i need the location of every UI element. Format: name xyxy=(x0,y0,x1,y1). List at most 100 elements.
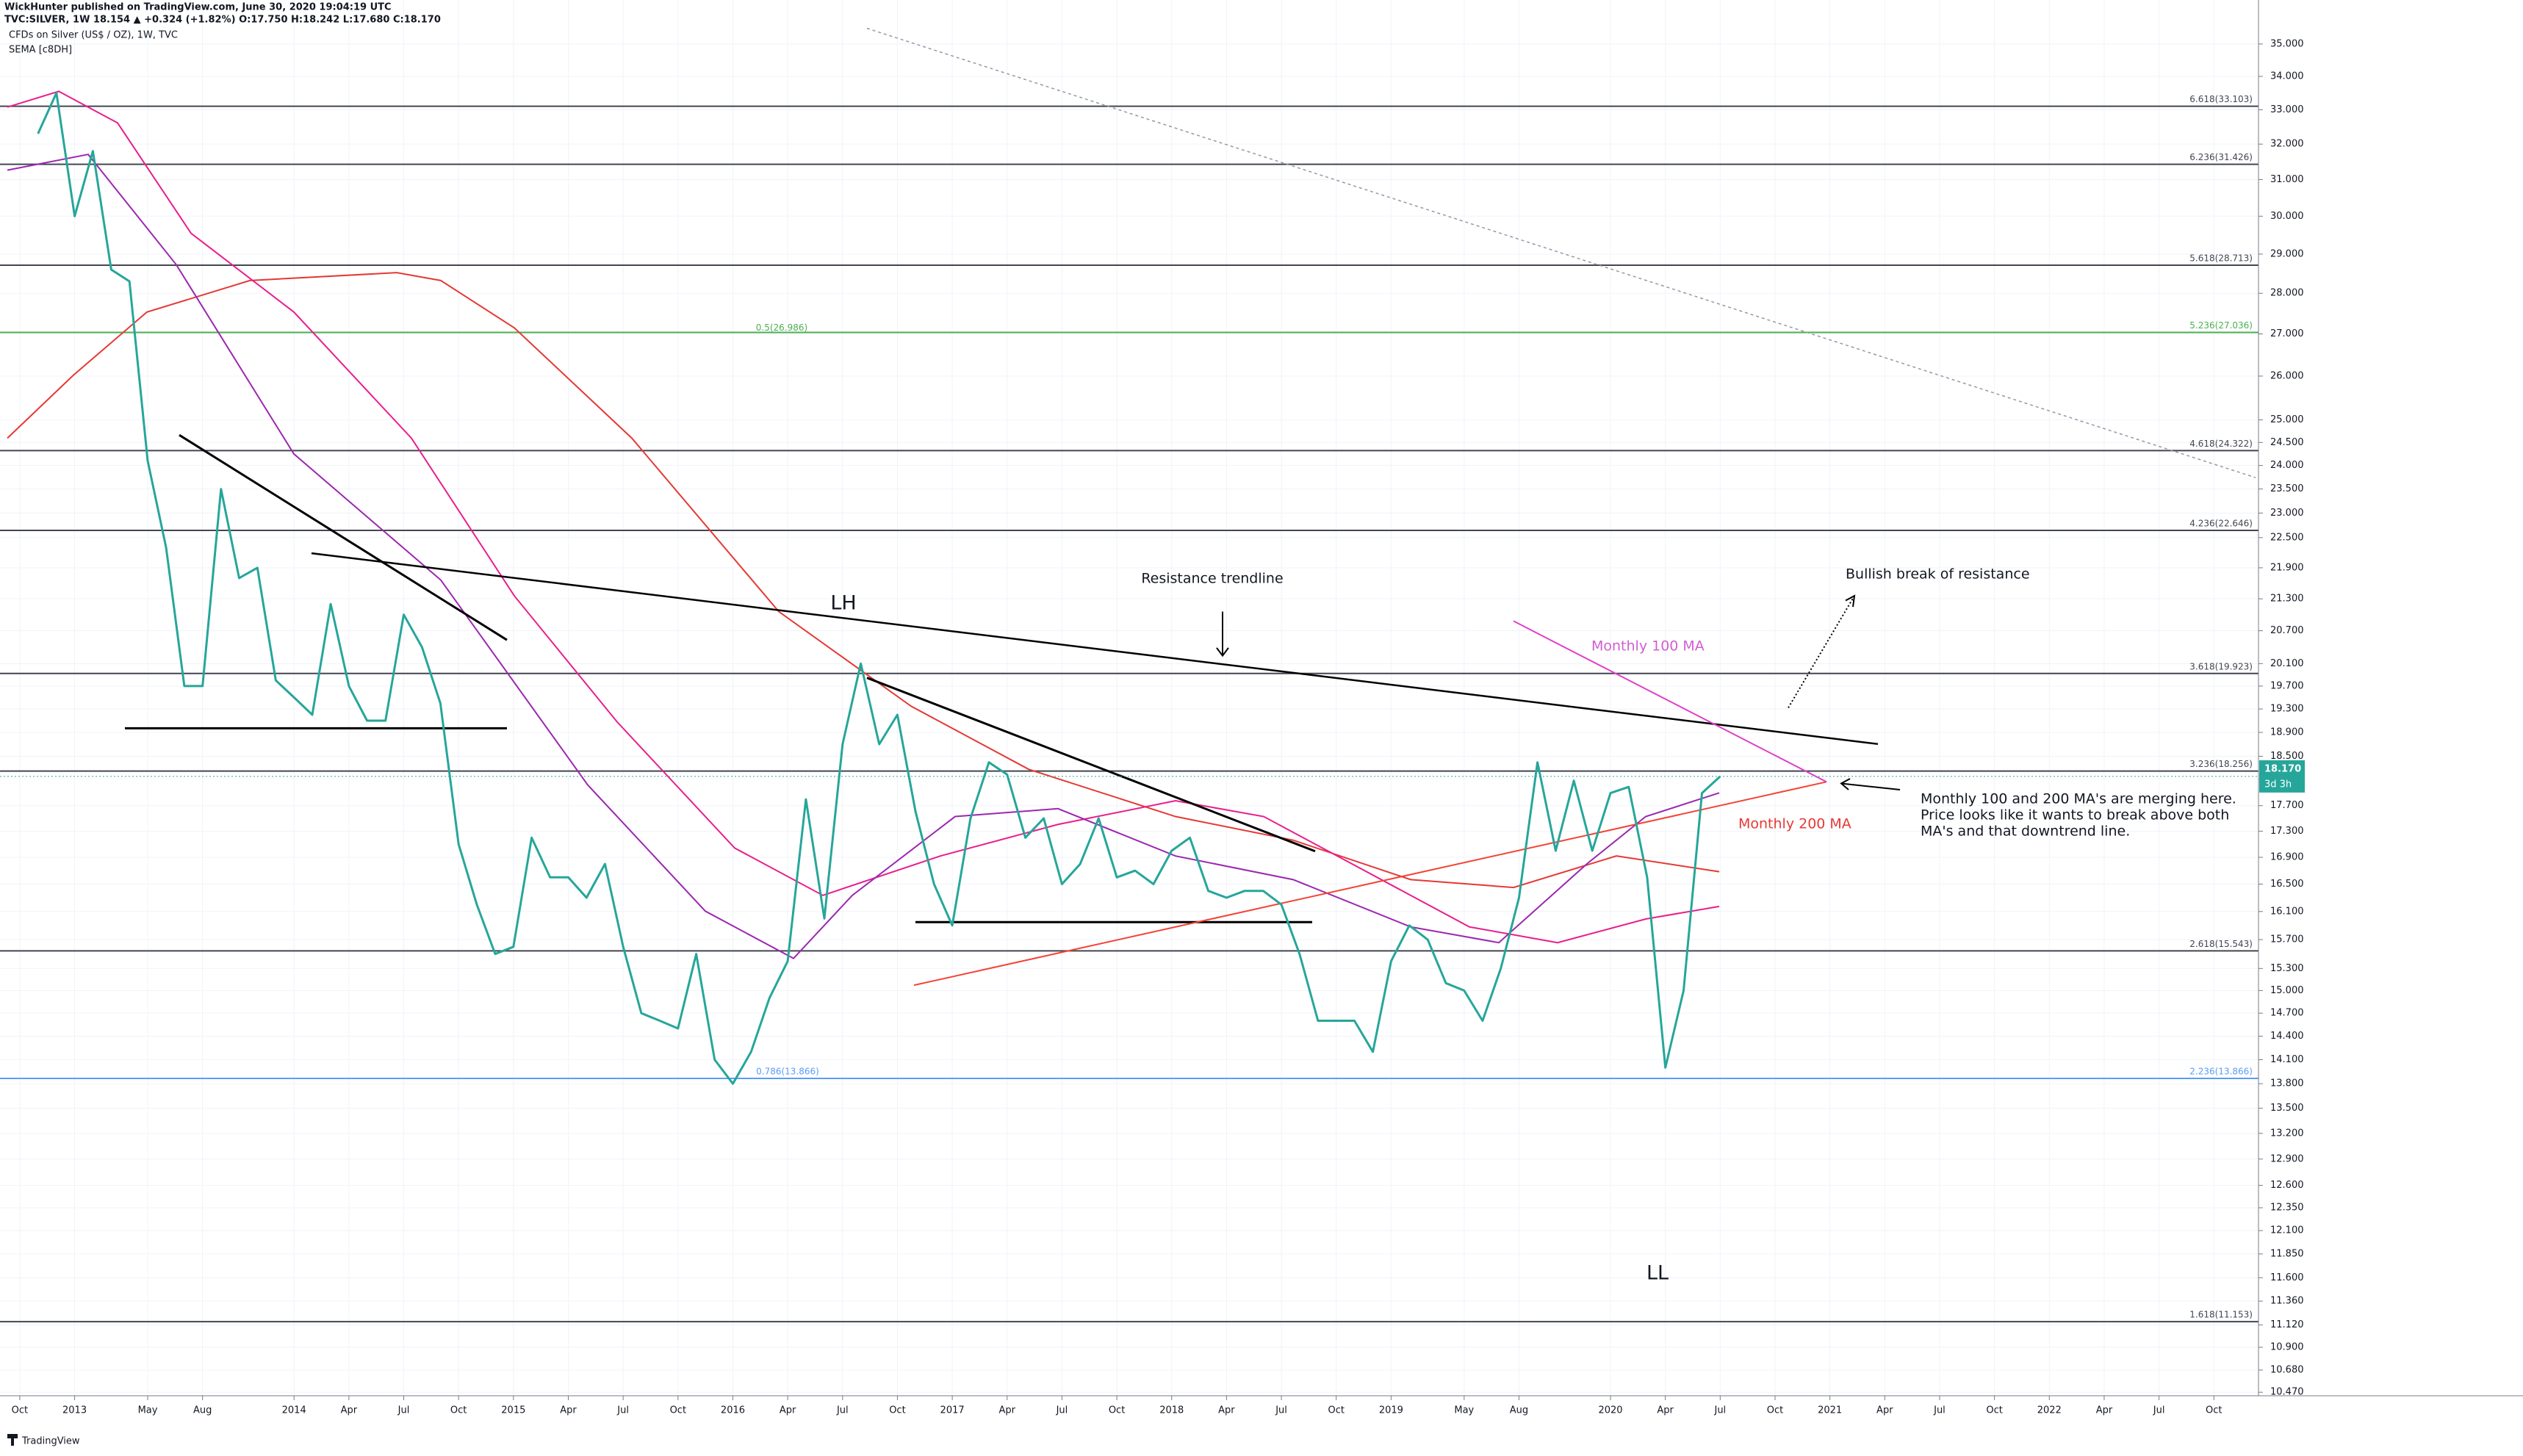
annotation: MA's and that downtrend line. xyxy=(1921,823,2130,840)
y-tick-label: 23.500 xyxy=(2270,483,2304,494)
instrument: CFDs on Silver (US$ / OZ), 1W, TVC xyxy=(9,30,178,41)
fib-levels: 6.618(33.103) 6.236(31.426) 5.618(28.713) 5… xyxy=(0,94,2259,1323)
x-tick-label: Apr xyxy=(1876,1405,1893,1416)
annotation: Monthly 100 and 200 MA's are merging her… xyxy=(1921,791,2236,807)
x-tick-label: Jul xyxy=(397,1405,410,1416)
y-tick-label: 28.000 xyxy=(2270,288,2304,299)
fib-label: 6.236(31.426) xyxy=(2189,152,2253,162)
annotation: Monthly 200 MA xyxy=(1738,816,1851,832)
fib-label: 4.618(24.322) xyxy=(2189,439,2253,449)
x-tick-label: Jul xyxy=(1713,1405,1726,1416)
y-tick-label: 14.100 xyxy=(2270,1054,2304,1065)
x-tick-label: Jul xyxy=(616,1405,629,1416)
arrow-head xyxy=(1841,779,1850,790)
x-tick-label: Apr xyxy=(560,1405,577,1416)
x-tick-label: Apr xyxy=(1218,1405,1235,1416)
y-tick-label: 25.000 xyxy=(2270,414,2304,425)
y-tick-label: 13.200 xyxy=(2270,1128,2304,1139)
x-tick-label: Jul xyxy=(1933,1405,1946,1416)
y-tick-label: 34.000 xyxy=(2270,71,2304,82)
fib-label: 1.618(11.153) xyxy=(2189,1310,2253,1320)
y-tick-label: 16.500 xyxy=(2270,879,2304,890)
fib-label: 2.236(13.866) xyxy=(2189,1066,2253,1076)
y-tick-label: 21.300 xyxy=(2270,594,2304,605)
x-tick-label: 2014 xyxy=(282,1405,306,1416)
y-tick-label: 23.000 xyxy=(2270,508,2304,519)
moving-average xyxy=(7,273,1719,887)
x-tick-label: 2017 xyxy=(940,1405,965,1416)
x-tick-label: Oct xyxy=(889,1405,905,1416)
y-tick-label: 11.120 xyxy=(2270,1319,2304,1330)
y-tick-label: 19.300 xyxy=(2270,704,2304,715)
x-tick-label: Oct xyxy=(1328,1405,1344,1416)
y-tick-label: 12.900 xyxy=(2270,1153,2304,1164)
annotation: LH xyxy=(830,592,856,615)
x-tick-label: 2021 xyxy=(1818,1405,1842,1416)
fib-label: 3.618(19.923) xyxy=(2189,661,2253,671)
x-tick-label: Oct xyxy=(450,1405,467,1416)
moving-average xyxy=(7,91,1719,943)
y-tick-label: 16.100 xyxy=(2270,906,2304,917)
y-tick-label: 24.500 xyxy=(2270,437,2304,448)
x-tick-label: Aug xyxy=(193,1405,212,1416)
trend-line xyxy=(312,553,1878,744)
x-tick-label: Jul xyxy=(1275,1405,1287,1416)
last-price-box xyxy=(2259,760,2305,793)
y-tick-label: 15.700 xyxy=(2270,934,2304,945)
x-tick-label: Oct xyxy=(12,1405,28,1416)
y-tick-label: 20.700 xyxy=(2270,625,2304,636)
moving-average xyxy=(7,154,1719,958)
logo xyxy=(7,1434,18,1446)
fib-label: 6.618(33.103) xyxy=(2189,94,2253,104)
drawings xyxy=(7,29,2256,986)
y-tick-label: 18.500 xyxy=(2270,751,2304,762)
y-tick-label: 11.360 xyxy=(2270,1296,2304,1307)
fib-label: 2.618(15.543) xyxy=(2189,939,2253,949)
y-tick-label: 24.000 xyxy=(2270,460,2304,471)
y-tick-label: 22.500 xyxy=(2270,532,2304,543)
x-tick-label: May xyxy=(1454,1405,1474,1416)
y-tick-label: 10.470 xyxy=(2270,1387,2304,1398)
y-tick-label: 31.000 xyxy=(2270,174,2304,185)
trend-line xyxy=(1514,621,1826,782)
y-tick-label: 12.600 xyxy=(2270,1180,2304,1191)
last-price-label: 18.170 xyxy=(2264,763,2301,774)
trend-line xyxy=(867,29,2256,478)
x-tick-label: Oct xyxy=(2206,1405,2222,1416)
y-tick-label: 32.000 xyxy=(2270,139,2304,150)
countdown: 3d 3h xyxy=(2264,779,2292,790)
y-tick-label: 35.000 xyxy=(2270,38,2304,49)
annotation: Price looks like it wants to break above… xyxy=(1921,807,2229,823)
symbol-line: TVC:SILVER, 1W 18.154 ▲ +0.324 (+1.82%) … xyxy=(4,15,441,26)
x-tick-label: Oct xyxy=(1986,1405,2002,1416)
x-tick-label: Oct xyxy=(1109,1405,1125,1416)
y-tick-label: 15.000 xyxy=(2270,985,2304,996)
fib-label: 0.5(26.986) xyxy=(756,322,807,333)
author-line: WickHunter published on TradingView.com,… xyxy=(4,2,392,13)
x-tick-label: Apr xyxy=(780,1405,796,1416)
x-tick-label: Jul xyxy=(2153,1405,2165,1416)
y-tick-label: 21.900 xyxy=(2270,562,2304,573)
annotation: LL xyxy=(1646,1262,1669,1285)
y-tick-label: 11.850 xyxy=(2270,1248,2304,1259)
x-tick-label: Apr xyxy=(341,1405,358,1416)
price-series xyxy=(37,92,1721,1085)
arrow-head xyxy=(1217,648,1228,656)
fib-label: 5.236(27.036) xyxy=(2189,320,2253,331)
x-tick-label: Apr xyxy=(999,1405,1016,1416)
y-tick-label: 26.000 xyxy=(2270,370,2304,381)
y-tick-label: 27.000 xyxy=(2270,328,2304,339)
grid xyxy=(0,0,2259,1396)
y-tick-label: 17.300 xyxy=(2270,826,2304,837)
fib-label: 5.618(28.713) xyxy=(2189,253,2253,263)
x-tick-label: 2015 xyxy=(501,1405,525,1416)
x-tick-label: 2016 xyxy=(721,1405,745,1416)
x-tick-label: Jul xyxy=(836,1405,849,1416)
x-tick-label: 2022 xyxy=(2037,1405,2062,1416)
footer: TradingView xyxy=(21,1436,80,1447)
x-tick-label: 2018 xyxy=(1159,1405,1184,1416)
y-tick-label: 12.350 xyxy=(2270,1203,2304,1214)
x-tick-label: 2013 xyxy=(62,1405,87,1416)
y-tick-label: 10.680 xyxy=(2270,1364,2304,1375)
